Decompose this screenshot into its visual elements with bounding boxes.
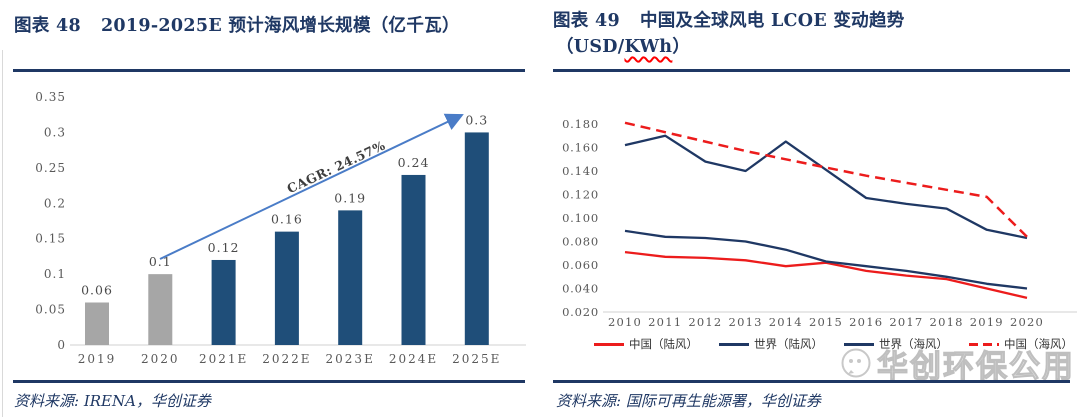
legend-label: 世界（海风）	[879, 337, 948, 351]
legend-label: 世界（陆风）	[754, 337, 823, 351]
figure49-title-line2: （USD/KWh）	[556, 33, 690, 58]
figure49-label: 图表 49	[553, 11, 620, 31]
y-tick-label: 0.080	[562, 235, 599, 249]
line-chart-lcoe: 0.020 0.040 0.060 0.080 0.100 0.120 0.140 0.160…	[562, 117, 1077, 329]
series-line-1	[624, 229, 1028, 290]
y-tick-label: 0.060	[562, 258, 599, 272]
y-tick-label: 0	[57, 338, 66, 352]
bar-value-label: 0.24	[398, 155, 430, 170]
x-tick-label: 2010	[608, 315, 642, 329]
legend-swatch	[844, 342, 874, 346]
x-tick-label: 2012	[688, 315, 722, 329]
y-tick-label: 0.180	[562, 117, 599, 131]
figure48-title: 图表 48 2019-2025E 预计海风增长规模（亿千瓦）	[14, 12, 460, 37]
watermark: 华创环保公用	[838, 341, 1075, 386]
legend-swatch	[719, 342, 749, 346]
wechat-logo-icon	[841, 348, 871, 377]
legend-item-2: 世界（海风）	[844, 336, 948, 352]
watermark-text: 华创环保公用	[876, 348, 1075, 385]
x-tick-label: 2018	[930, 315, 964, 329]
y-tick-label: 0.15	[35, 232, 66, 246]
y-tick-label: 0.020	[562, 305, 599, 319]
bar-2025E	[464, 132, 489, 345]
x-tick-label: 2015	[809, 315, 843, 329]
legend-item-1: 世界（陆风）	[719, 336, 823, 352]
figure48-title-text: 2019-2025E 预计海风增长规模（亿千瓦）	[100, 16, 460, 36]
bar-2024E	[401, 174, 426, 345]
figure48-label: 图表 48	[14, 16, 81, 36]
bar-2022E	[274, 231, 299, 345]
x-tick-label: 2019	[970, 315, 1004, 329]
bar-value-label: 0.1	[149, 254, 172, 269]
x-tick-label: 2017	[889, 315, 923, 329]
x-tick-label: 2021E	[199, 352, 248, 366]
series-line-3	[624, 121, 1028, 238]
x-tick-label: 2019	[78, 352, 117, 366]
x-tick-label: 2022E	[262, 352, 311, 366]
y-tick-label: 0.040	[562, 282, 599, 296]
bar-2021E	[211, 259, 236, 345]
series-line-2	[624, 134, 1028, 240]
bar-value-label: 0.12	[208, 240, 240, 255]
bar-value-label: 0.3	[465, 112, 488, 127]
x-tick-label: 2024E	[389, 352, 438, 366]
y-tick-label: 0.3	[44, 125, 66, 139]
cagr-annotation: CAGR: 24.57%	[285, 138, 388, 197]
bar-value-label: 0.19	[334, 190, 366, 205]
x-tick-label: 2011	[648, 315, 682, 329]
figure49-subtitle-kwh-spellcheck: KWh	[624, 37, 673, 57]
y-tick-label: 0.35	[35, 90, 66, 104]
y-tick-label: 0.05	[35, 303, 66, 317]
x-tick-label: 2020	[141, 352, 180, 366]
left-page-border	[2, 50, 3, 417]
legend-item-0: 中国（陆风）	[594, 336, 698, 352]
x-tick-label: 2014	[769, 315, 803, 329]
legend-label: 中国（陆风）	[629, 337, 698, 351]
series-line-0	[624, 250, 1028, 300]
legend-item-3: 中国（海风）	[969, 336, 1073, 352]
cagr-trend-arrow	[159, 113, 464, 260]
y-tick-label: 0.140	[562, 164, 599, 178]
figure49-bottom-rule	[553, 380, 1070, 383]
legend-swatch	[594, 342, 624, 346]
x-tick-label: 2016	[849, 315, 883, 329]
y-tick-label: 0.2	[44, 196, 66, 210]
figure49-top-rule	[553, 69, 1070, 72]
figure48-top-rule	[13, 69, 525, 72]
figure49-subtitle-prefix: （USD/	[556, 37, 625, 57]
figure49-subtitle-suffix: ）	[672, 37, 691, 57]
bar-2019	[85, 302, 109, 345]
bar-2023E	[338, 210, 363, 345]
x-tick-label: 2013	[729, 315, 763, 329]
bar-value-label: 0.06	[81, 282, 113, 297]
x-tick-label: 2023E	[326, 352, 375, 366]
bar-chart-offshore-wind: 0 0.05 0.1 0.15 0.2 0.25 0.3 0.35 0.06 2019 0.1 202…	[35, 90, 526, 366]
bar-value-label: 0.16	[271, 212, 303, 227]
x-tick-label: 2020	[1010, 315, 1044, 329]
legend-swatch	[969, 342, 999, 346]
figure49-source: 资料来源: 国际可再生能源署，华创证券	[556, 392, 821, 410]
legend-label: 中国（海风）	[1004, 337, 1073, 351]
figure49-title-line1: 图表 49 中国及全球风电 LCOE 变动趋势	[553, 7, 905, 32]
y-tick-label: 0.25	[35, 161, 66, 175]
y-tick-label: 0.1	[44, 267, 66, 281]
y-tick-label: 0.160	[562, 141, 599, 155]
y-tick-label: 0.120	[562, 188, 599, 202]
x-tick-label: 2025E	[452, 352, 501, 366]
figure48-bottom-rule	[13, 380, 525, 383]
figure48-source: 资料来源: IRENA，华创证券	[14, 392, 211, 410]
figure49-title-text: 中国及全球风电 LCOE 变动趋势	[639, 11, 905, 31]
y-tick-label: 0.100	[562, 211, 599, 225]
bar-2020	[148, 274, 173, 345]
line-chart-legend: 中国（陆风） 世界（陆风） 世界（海风） 中国（海风）	[594, 336, 1073, 352]
